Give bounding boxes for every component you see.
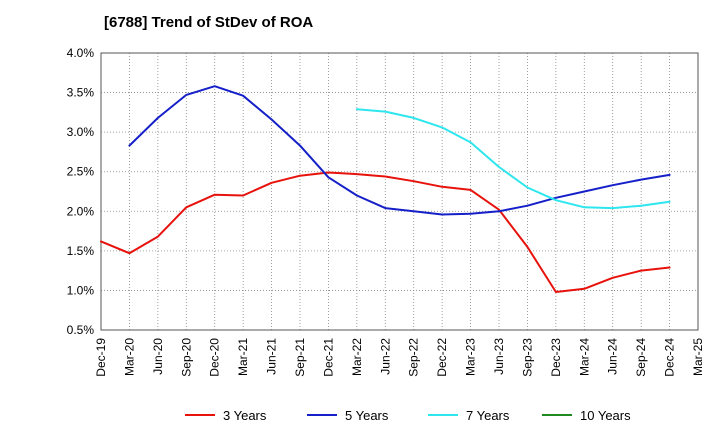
legend-label: 5 Years (345, 408, 389, 423)
series-line-5-years (128, 85, 671, 216)
x-tick-label: Mar-22 (350, 338, 364, 376)
x-tick-label: Mar-21 (236, 338, 250, 376)
x-tick-label: Sep-24 (634, 338, 648, 377)
y-tick-label: 2.0% (67, 204, 95, 218)
y-tick-label: 3.0% (67, 125, 95, 139)
x-tick-label: Mar-20 (122, 338, 136, 376)
x-tick-label: Jun-24 (606, 338, 620, 375)
x-tick-label: Dec-23 (549, 338, 563, 377)
y-tick-label: 1.5% (67, 244, 95, 258)
y-tick-label: 0.5% (67, 323, 95, 337)
x-tick-label: Sep-21 (293, 338, 307, 377)
x-tick-label: Dec-22 (435, 338, 449, 377)
legend-label: 10 Years (580, 408, 631, 423)
y-tick-label: 2.5% (67, 165, 95, 179)
x-tick-label: Jun-21 (265, 338, 279, 375)
x-tick-label: Jun-20 (151, 338, 165, 375)
x-tick-label: Mar-25 (691, 338, 705, 376)
x-tick-label: Sep-22 (407, 338, 421, 377)
x-tick-label: Dec-20 (208, 338, 222, 377)
legend-label: 3 Years (223, 408, 267, 423)
x-tick-label: Jun-22 (378, 338, 392, 375)
x-tick-label: Mar-24 (577, 338, 591, 376)
x-tick-label: Dec-24 (663, 338, 677, 377)
y-tick-label: 4.0% (67, 46, 95, 60)
series-line-7-years (355, 108, 671, 210)
y-tick-label: 1.0% (67, 283, 95, 297)
plot-border (100, 52, 699, 331)
legend-label: 7 Years (466, 408, 510, 423)
x-tick-label: Sep-20 (179, 338, 193, 377)
chart-title: [6788] Trend of StDev of ROA (104, 14, 314, 31)
x-tick-label: Dec-19 (94, 338, 108, 377)
x-tick-label: Mar-23 (464, 338, 478, 376)
y-tick-label: 3.5% (67, 86, 95, 100)
x-tick-label: Dec-21 (321, 338, 335, 377)
x-tick-label: Sep-23 (520, 338, 534, 377)
x-tick-label: Jun-23 (492, 338, 506, 375)
series-line-3-years (100, 171, 671, 293)
